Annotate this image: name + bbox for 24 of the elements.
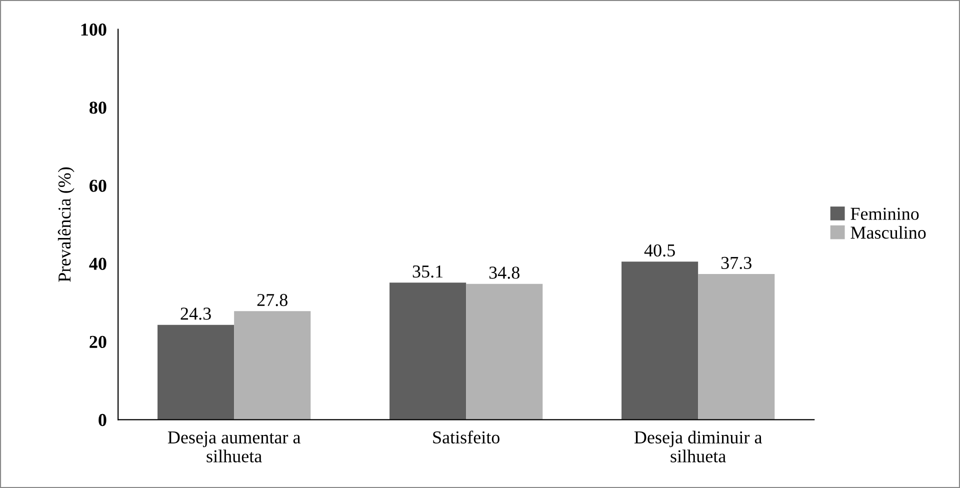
y-tick-label: 0 <box>98 414 106 426</box>
bar <box>622 262 698 420</box>
y-axis-title: Prevalência (%) <box>58 167 74 282</box>
data-label: 24.3 <box>180 308 211 320</box>
bar <box>390 282 466 420</box>
legend-label: Feminino <box>850 208 919 220</box>
x-tick-label: Deseja aumentar a silhueta <box>168 431 300 462</box>
data-label: 35.1 <box>412 265 443 278</box>
bar <box>466 284 543 420</box>
x-tick-label: Deseja diminuir a silhueta <box>634 430 762 462</box>
bar <box>158 324 234 420</box>
data-label: 27.8 <box>257 294 288 306</box>
data-label: 34.8 <box>489 266 520 279</box>
bar <box>698 274 775 420</box>
y-tick-label: 80 <box>90 102 106 114</box>
y-tick-label: 100 <box>81 24 106 36</box>
data-label: 40.5 <box>644 244 675 257</box>
y-tick-label: 60 <box>90 180 106 192</box>
y-tick-label: 20 <box>90 336 106 348</box>
y-tick-label: 40 <box>89 258 106 270</box>
x-tick-label: Satisfeito <box>433 430 500 444</box>
data-label: 37.3 <box>721 256 752 270</box>
bar <box>234 311 311 420</box>
legend-label: Masculino <box>850 226 926 239</box>
